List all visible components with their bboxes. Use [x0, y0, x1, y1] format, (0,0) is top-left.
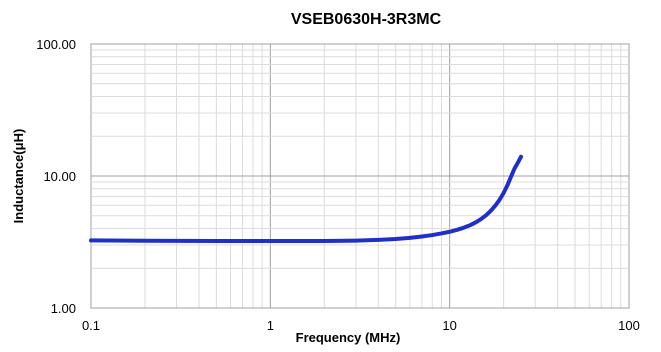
grid — [90, 43, 630, 309]
x-tick-label: 0.1 — [82, 318, 100, 333]
x-tick-label: 1 — [267, 318, 274, 333]
y-tick-label: 1.00 — [51, 301, 76, 316]
x-tick-label: 100 — [618, 318, 640, 333]
tick-labels: 0.1 1 10 100 1.00 10.00 100.00 — [36, 37, 640, 333]
series-line — [89, 154, 524, 243]
chart-title: VSEB0630H-3R3MC — [291, 11, 442, 28]
y-tick-label: 10.00 — [43, 169, 76, 184]
y-axis-label: Inductance(μH) — [11, 129, 26, 224]
y-tick-label: 100.00 — [36, 37, 76, 52]
x-axis-label: Frequency (MHz) — [296, 330, 401, 345]
x-tick-label: 10 — [442, 318, 456, 333]
